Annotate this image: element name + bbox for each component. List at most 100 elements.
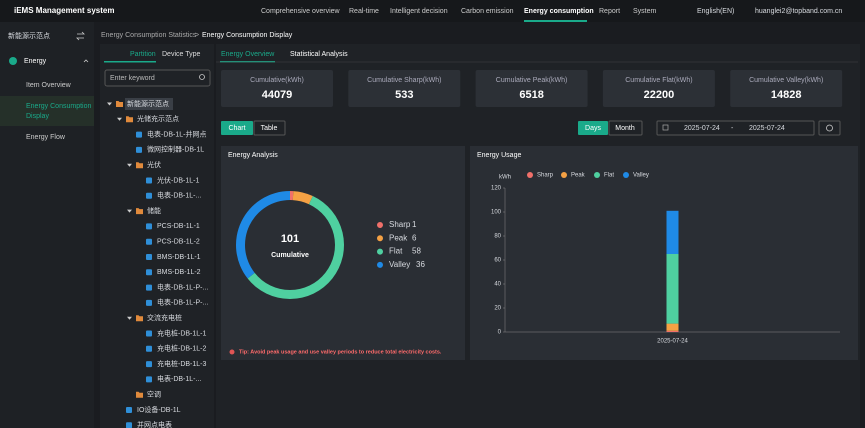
search-icon[interactable] [199, 74, 205, 80]
tree-node[interactable]: 充电桩-DB-1L-1 [157, 328, 207, 337]
tree-node[interactable]: 充电桩-DB-1L-3 [157, 359, 207, 368]
tree-node[interactable]: 新能源示范点 [127, 99, 169, 108]
tree-node[interactable]: 光伏 [147, 160, 161, 169]
date-box[interactable] [656, 120, 815, 136]
nav-item[interactable]: Report [599, 8, 620, 15]
tree-node[interactable]: 充电桩-DB-1L-2 [157, 344, 207, 353]
tree-node[interactable]: 电表-DB-1L-P-... [157, 282, 208, 291]
tree-node[interactable]: IO设备-DB-1L [137, 405, 181, 414]
toggle[interactable] [608, 120, 643, 136]
nav-item[interactable]: System [633, 8, 657, 15]
tree-arrow[interactable] [127, 209, 132, 213]
device-icon [136, 146, 142, 153]
menu-energy[interactable]: Energy [24, 58, 47, 65]
nav-item[interactable]: Intelligent decision [390, 8, 448, 15]
refresh-button[interactable] [818, 120, 841, 136]
y-axis-label: kWh [499, 175, 511, 181]
tree-arrow[interactable] [127, 163, 132, 167]
y-tick-label: 100 [491, 210, 502, 216]
legend-label: Peak [571, 173, 586, 179]
device-icon [146, 376, 152, 383]
tree-selected [125, 98, 173, 110]
view-toggle[interactable]: Chart [228, 125, 245, 132]
card [475, 70, 588, 107]
tree-arrow[interactable] [107, 102, 112, 106]
period-toggle[interactable]: Month [615, 125, 635, 132]
top-bar [0, 0, 865, 22]
swap-icon[interactable] [76, 31, 85, 41]
center-value: 101 [281, 233, 299, 245]
calendar-icon[interactable] [662, 124, 669, 131]
device-icon [136, 131, 142, 138]
breadcrumb-current: Energy Consumption Display [202, 32, 293, 39]
tree-node[interactable]: 储能 [147, 206, 161, 215]
view-toggle[interactable]: Table [261, 125, 278, 132]
user[interactable]: huanglei2@topband.com.cn [755, 8, 842, 15]
date-end[interactable]: 2025-07-24 [749, 125, 785, 132]
sidebar-item[interactable]: Energy Flow [26, 134, 66, 141]
y-tick-label: 80 [494, 234, 501, 240]
legend-dot [377, 222, 383, 228]
nav-underline [524, 20, 587, 22]
folder-icon [136, 315, 143, 322]
card-value: 533 [395, 89, 413, 101]
toggle[interactable] [253, 120, 286, 136]
tree-arrow[interactable] [117, 117, 122, 121]
tree-arrow[interactable] [127, 316, 132, 320]
search-placeholder[interactable]: Enter keyword [110, 75, 155, 82]
toggle-active[interactable] [221, 121, 253, 135]
tree-node[interactable]: 电表-DB-1L-P-... [157, 298, 208, 307]
language[interactable]: English(EN) [697, 8, 734, 15]
tree-tab[interactable]: Device Type [162, 51, 200, 58]
search-box[interactable] [104, 69, 211, 87]
nav-item[interactable]: Comprehensive overview [261, 8, 341, 15]
card [221, 70, 333, 107]
nav-item[interactable]: Energy consumption [524, 8, 594, 15]
tree-node[interactable]: PCS-DB-1L-2 [157, 239, 200, 246]
tree-node[interactable]: 并网点电表 [137, 420, 172, 428]
tree-node[interactable]: 交流充电桩 [147, 313, 182, 322]
legend-label: Valley [389, 260, 410, 269]
toggle-active[interactable] [578, 121, 608, 135]
collapse-icon[interactable] [83, 59, 89, 63]
tree-node[interactable]: 电表-DB-1L-并网点 [147, 129, 207, 138]
device-icon [146, 345, 152, 352]
sidebar-item[interactable]: Energy Consumption Display [26, 103, 91, 120]
tree-node[interactable]: BMS-DB-1L-2 [157, 269, 201, 276]
tip: Tip: Avoid peak usage and use valley per… [239, 349, 442, 355]
tree-node[interactable]: 光储充示范点 [137, 114, 179, 123]
content-tab[interactable]: Statistical Analysis [290, 51, 348, 58]
legend-label: Sharp [389, 220, 411, 229]
tree-node[interactable]: 空调 [147, 390, 161, 399]
x-tick-label: 2025-07-24 [657, 339, 688, 345]
sidebar [0, 22, 94, 428]
tree-tab[interactable]: Partition [130, 51, 156, 58]
nav-item[interactable]: Carbon emission [461, 8, 514, 15]
tree-node[interactable]: 电表-DB-1L-... [157, 374, 201, 383]
card [348, 70, 461, 107]
refresh-icon[interactable] [826, 124, 833, 132]
device-icon [146, 361, 152, 368]
tree-node[interactable]: 光伏-DB-1L-1 [157, 175, 200, 184]
device-icon [146, 330, 152, 337]
legend-dot [561, 172, 567, 178]
period-toggle[interactable]: Days [585, 125, 601, 132]
tree-node[interactable]: 微网控制器-DB-1L [147, 145, 204, 154]
center-label: Cumulative [271, 252, 309, 259]
legend-label: Sharp [537, 173, 554, 179]
sidebar-item[interactable]: Item Overview [26, 82, 72, 89]
card-value: 14828 [771, 89, 802, 101]
tree-node[interactable]: 电表-DB-1L-... [157, 191, 201, 200]
nav-item[interactable]: Real-time [349, 8, 379, 15]
tree-node[interactable]: PCS-DB-1L-1 [157, 223, 200, 230]
content-tab[interactable]: Energy Overview [221, 51, 275, 58]
card-value: 22200 [644, 89, 675, 101]
breadcrumb-parent[interactable]: Energy Consumption Statistics [101, 32, 197, 39]
bar-segment [666, 330, 679, 332]
chart-title: Energy Analysis [228, 152, 278, 159]
legend-value: 58 [412, 247, 421, 256]
bar-segment [666, 210, 679, 254]
date-start[interactable]: 2025-07-24 [684, 125, 720, 132]
site-name[interactable]: 新能源示范点 [8, 31, 50, 40]
tree-node[interactable]: BMS-DB-1L-1 [157, 254, 201, 261]
